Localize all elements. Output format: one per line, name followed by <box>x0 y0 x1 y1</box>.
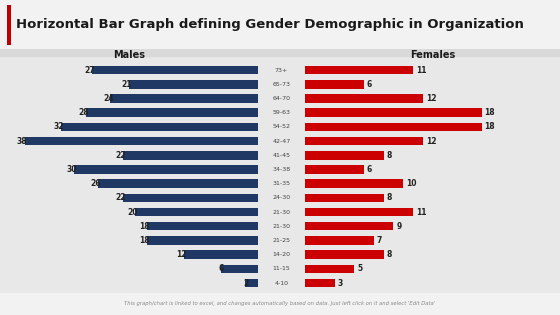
Text: 21: 21 <box>122 80 132 89</box>
Text: 28: 28 <box>78 108 89 117</box>
Text: 14-20: 14-20 <box>272 252 291 257</box>
Text: 18: 18 <box>484 108 495 117</box>
Bar <box>305 80 364 89</box>
Bar <box>221 265 258 273</box>
Text: 31-35: 31-35 <box>272 181 291 186</box>
Bar <box>305 250 384 259</box>
Text: 7: 7 <box>377 236 382 245</box>
Text: 54-52: 54-52 <box>272 124 291 129</box>
Text: 12: 12 <box>176 250 187 259</box>
Bar <box>305 94 423 103</box>
Text: 22: 22 <box>115 151 126 160</box>
Text: 11: 11 <box>416 208 427 216</box>
Bar <box>110 94 258 103</box>
Text: 6: 6 <box>367 80 372 89</box>
Bar <box>98 180 258 188</box>
Text: 30: 30 <box>66 165 77 174</box>
Bar <box>147 222 258 231</box>
Text: 64-70: 64-70 <box>272 96 291 101</box>
Text: 8: 8 <box>386 193 392 202</box>
Text: 8: 8 <box>386 151 392 160</box>
Bar <box>305 222 393 231</box>
Bar <box>92 66 258 74</box>
Bar <box>305 265 354 273</box>
Bar <box>258 49 305 56</box>
Text: 18: 18 <box>139 236 150 245</box>
Text: 65-73: 65-73 <box>272 82 291 87</box>
Text: 73+: 73+ <box>275 68 288 73</box>
Text: 11-15: 11-15 <box>273 266 290 271</box>
Text: 22: 22 <box>115 193 126 202</box>
Text: 24-30: 24-30 <box>272 195 291 200</box>
Bar <box>305 66 413 74</box>
Bar <box>147 236 258 245</box>
Text: Males: Males <box>113 50 145 60</box>
Bar <box>135 208 258 216</box>
Text: 6: 6 <box>218 264 224 273</box>
Bar <box>305 108 482 117</box>
Bar <box>86 108 258 117</box>
Bar <box>305 208 413 216</box>
Bar <box>305 279 335 287</box>
Bar <box>129 80 258 89</box>
Bar <box>305 180 403 188</box>
Text: Horizontal Bar Graph defining Gender Demographic in Organization: Horizontal Bar Graph defining Gender Dem… <box>16 18 524 31</box>
Text: 21-30: 21-30 <box>272 224 291 229</box>
Text: This graph/chart is linked to excel, and changes automatically based on data. Ju: This graph/chart is linked to excel, and… <box>124 301 436 306</box>
Bar <box>305 151 384 159</box>
Bar <box>123 194 258 202</box>
Text: 12: 12 <box>426 94 436 103</box>
Bar <box>305 137 423 145</box>
Text: 9: 9 <box>396 222 402 231</box>
Text: 42-47: 42-47 <box>272 139 291 144</box>
Text: 8: 8 <box>386 250 392 259</box>
Text: 20: 20 <box>128 208 138 216</box>
FancyBboxPatch shape <box>7 5 11 45</box>
Text: 32: 32 <box>54 123 64 131</box>
Bar <box>305 49 560 56</box>
Bar <box>62 123 258 131</box>
Bar <box>0 49 258 56</box>
Text: 59-63: 59-63 <box>272 110 291 115</box>
Text: 27: 27 <box>85 66 95 75</box>
Text: 10: 10 <box>406 179 417 188</box>
Text: 26: 26 <box>91 179 101 188</box>
Text: 41-45: 41-45 <box>272 153 291 158</box>
Text: 18: 18 <box>484 123 495 131</box>
Text: 11: 11 <box>416 66 427 75</box>
Text: 6: 6 <box>367 165 372 174</box>
Text: 12: 12 <box>426 137 436 146</box>
Text: 2: 2 <box>243 278 249 288</box>
Bar <box>25 137 258 145</box>
Text: 24: 24 <box>103 94 114 103</box>
Bar <box>245 279 258 287</box>
Bar <box>305 123 482 131</box>
Text: 21-25: 21-25 <box>272 238 291 243</box>
Bar <box>305 236 374 245</box>
Text: 5: 5 <box>357 264 362 273</box>
Text: Females: Females <box>410 50 455 60</box>
Bar <box>123 151 258 159</box>
Text: 18: 18 <box>139 222 150 231</box>
Text: 21-30: 21-30 <box>272 209 291 215</box>
Text: 38: 38 <box>17 137 27 146</box>
Bar <box>73 165 258 174</box>
Text: 34-38: 34-38 <box>272 167 291 172</box>
Bar <box>305 194 384 202</box>
Bar <box>305 165 364 174</box>
Bar <box>184 250 258 259</box>
Text: 3: 3 <box>338 278 343 288</box>
Text: 4-10: 4-10 <box>274 281 288 285</box>
